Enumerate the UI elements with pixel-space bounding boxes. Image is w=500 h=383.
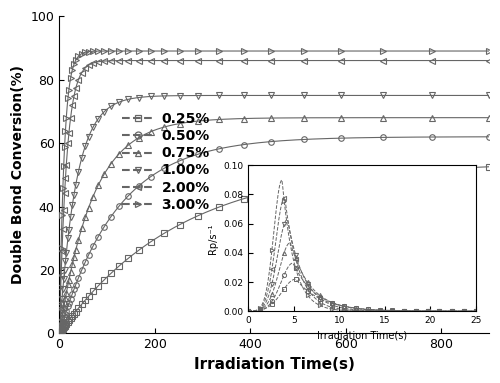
Y-axis label: Double Bond Conversion(%): Double Bond Conversion(%) bbox=[11, 65, 25, 284]
X-axis label: Irradiation Time(s): Irradiation Time(s) bbox=[194, 357, 354, 372]
Legend: 0.25%, 0.50%, 0.75%, 1.00%, 2.00%, 3.00%: 0.25%, 0.50%, 0.75%, 1.00%, 2.00%, 3.00% bbox=[122, 111, 210, 212]
